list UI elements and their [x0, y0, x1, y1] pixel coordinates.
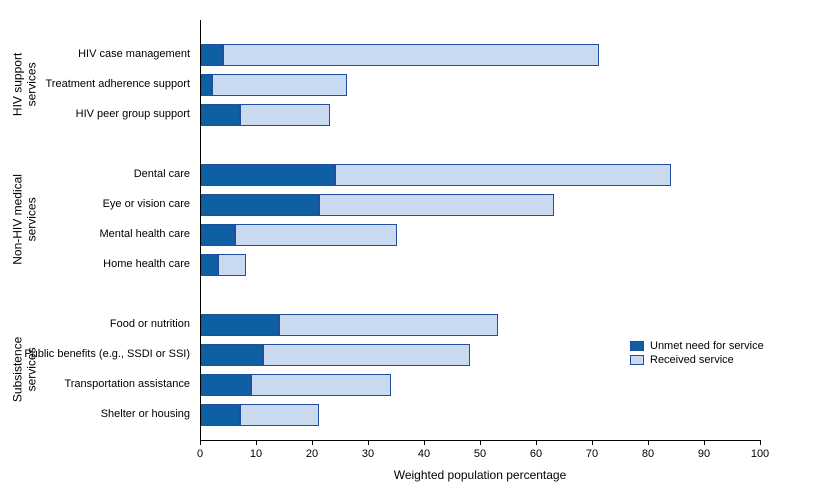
x-tick-label: 30: [362, 448, 374, 460]
bar-label: HIV case management: [0, 48, 190, 60]
bar-segment-received: [240, 404, 318, 426]
x-tick-label: 20: [306, 448, 318, 460]
bar-segment-unmet: [201, 164, 335, 186]
legend-label: Received service: [650, 354, 734, 366]
x-tick-label: 10: [250, 448, 262, 460]
bar-label: Dental care: [0, 168, 190, 180]
x-tick: [312, 440, 313, 445]
bar-label: Transportation assistance: [0, 378, 190, 390]
x-tick-label: 70: [586, 448, 598, 460]
bar-segment-received: [223, 44, 598, 66]
x-tick-label: 100: [751, 448, 769, 460]
bar-label: HIV peer group support: [0, 108, 190, 120]
bar-label: Shelter or housing: [0, 408, 190, 420]
x-tick: [536, 440, 537, 445]
legend-item: Received service: [630, 354, 764, 366]
x-tick-label: 40: [418, 448, 430, 460]
bar-segment-unmet: [201, 44, 223, 66]
x-tick: [480, 440, 481, 445]
bar-segment-unmet: [201, 374, 251, 396]
bar-segment-unmet: [201, 194, 319, 216]
bar-segment-unmet: [201, 254, 218, 276]
plot-area: [200, 20, 761, 441]
bar-segment-received: [218, 254, 246, 276]
bar-segment-received: [212, 74, 346, 96]
legend: Unmet need for service Received service: [630, 340, 764, 368]
legend-label: Unmet need for service: [650, 340, 764, 352]
x-tick-label: 50: [474, 448, 486, 460]
bar-segment-unmet: [201, 74, 212, 96]
x-tick: [704, 440, 705, 445]
x-tick: [424, 440, 425, 445]
legend-swatch: [630, 341, 644, 351]
x-tick: [648, 440, 649, 445]
x-tick: [200, 440, 201, 445]
bar-label: Mental health care: [0, 228, 190, 240]
x-tick: [368, 440, 369, 445]
bar-segment-unmet: [201, 224, 235, 246]
legend-swatch: [630, 355, 644, 365]
bar-label: Treatment adherence support: [0, 78, 190, 90]
x-tick-label: 60: [530, 448, 542, 460]
x-tick: [592, 440, 593, 445]
bar-segment-unmet: [201, 404, 240, 426]
bar-segment-received: [251, 374, 391, 396]
bar-segment-received: [263, 344, 470, 366]
bar-segment-unmet: [201, 104, 240, 126]
bar-label: Home health care: [0, 258, 190, 270]
x-tick-label: 80: [642, 448, 654, 460]
bar-label: Public benefits (e.g., SSDI or SSI): [0, 348, 190, 360]
x-tick-label: 90: [698, 448, 710, 460]
x-axis-label: Weighted population percentage: [380, 468, 580, 482]
bar-segment-unmet: [201, 344, 263, 366]
bar-segment-received: [240, 104, 330, 126]
legend-item: Unmet need for service: [630, 340, 764, 352]
bar-segment-received: [235, 224, 397, 246]
chart-container: HIV support servicesNon-HIV medical serv…: [0, 0, 831, 504]
x-tick: [760, 440, 761, 445]
bar-segment-received: [319, 194, 554, 216]
bar-label: Food or nutrition: [0, 318, 190, 330]
x-tick-label: 0: [197, 448, 203, 460]
bar-segment-received: [335, 164, 671, 186]
bar-segment-received: [279, 314, 497, 336]
x-tick: [256, 440, 257, 445]
bar-segment-unmet: [201, 314, 279, 336]
bar-label: Eye or vision care: [0, 198, 190, 210]
